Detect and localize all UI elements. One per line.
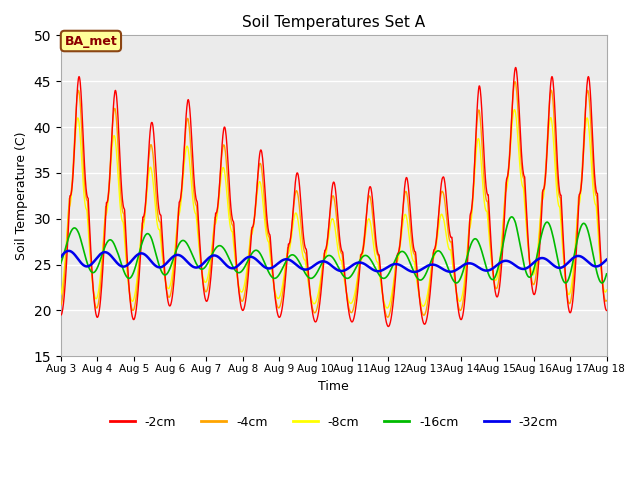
X-axis label: Time: Time <box>318 380 349 393</box>
Title: Soil Temperatures Set A: Soil Temperatures Set A <box>242 15 426 30</box>
Y-axis label: Soil Temperature (C): Soil Temperature (C) <box>15 132 28 260</box>
Legend: -2cm, -4cm, -8cm, -16cm, -32cm: -2cm, -4cm, -8cm, -16cm, -32cm <box>104 411 563 434</box>
Text: BA_met: BA_met <box>65 35 117 48</box>
